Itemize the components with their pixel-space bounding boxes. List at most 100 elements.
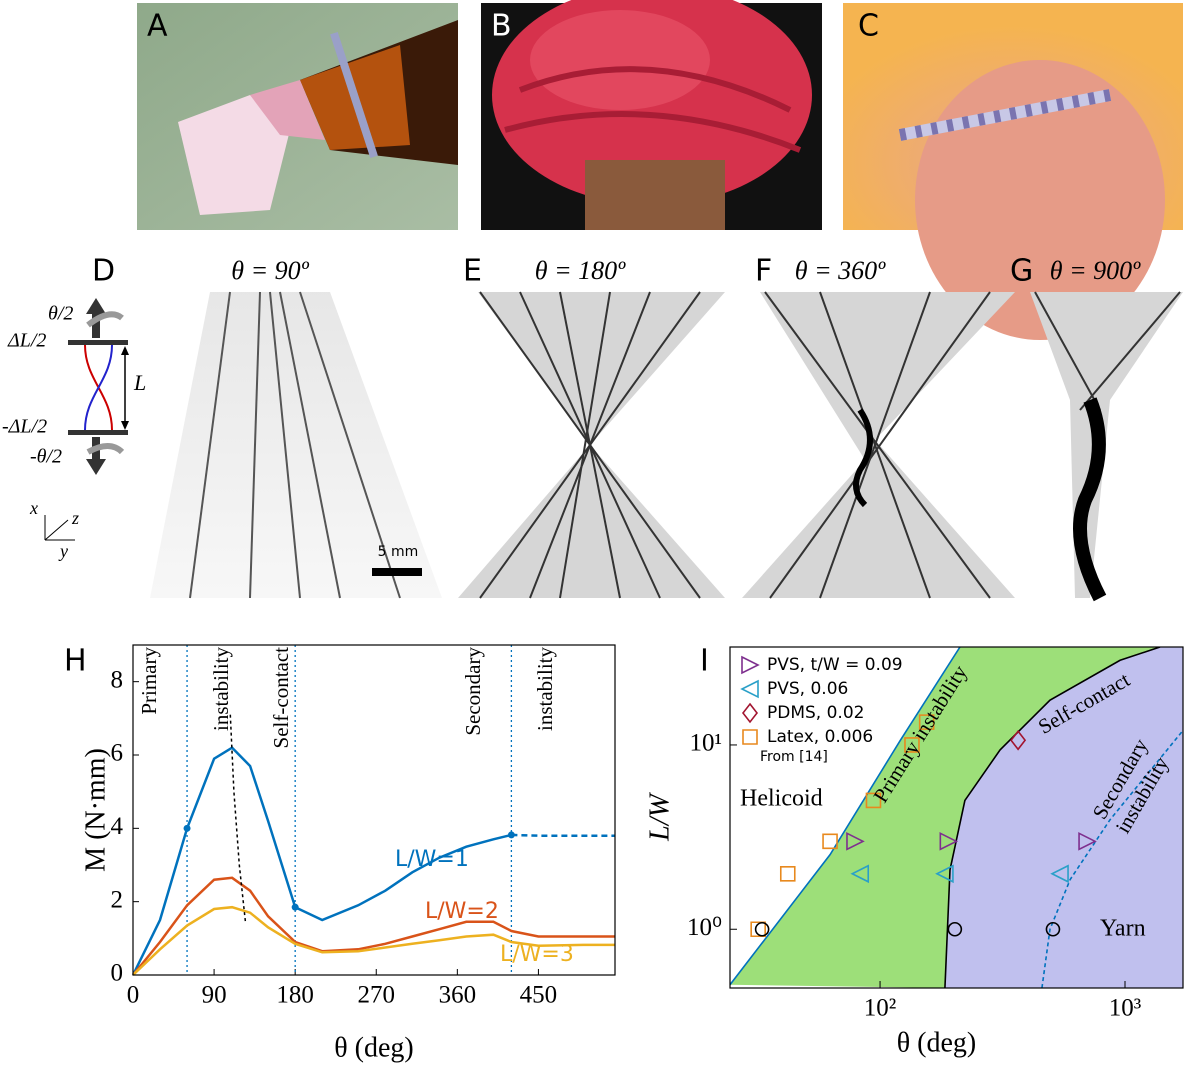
image-d	[150, 291, 442, 599]
annotation: Secondary	[461, 647, 485, 736]
boundary-line	[944, 647, 1161, 988]
y-axis-label: L/W	[644, 791, 675, 841]
point	[507, 831, 515, 839]
point	[822, 833, 838, 850]
boundary-line	[1041, 729, 1183, 988]
x-tick-label: 90	[202, 982, 227, 1009]
legend-marker	[742, 729, 758, 745]
diagram-label: L	[133, 370, 146, 395]
legend-label: PDMS, 0.02	[767, 703, 864, 723]
x-tick-label: 0	[127, 982, 140, 1009]
panel-label: F	[755, 254, 772, 289]
series-label: L/W=3	[500, 942, 574, 967]
point	[291, 903, 299, 911]
x-tick-label: 10³	[1109, 995, 1142, 1022]
line	[511, 833, 615, 837]
photo-c	[843, 3, 1183, 340]
image-e	[458, 291, 725, 599]
legend-label: Latex, 0.006	[767, 727, 873, 747]
point	[939, 832, 959, 851]
panel-label: B	[491, 9, 512, 44]
point	[183, 824, 191, 832]
point	[947, 921, 963, 937]
point	[850, 864, 870, 884]
legend-marker	[740, 679, 759, 699]
diagram-label: -θ/2	[30, 446, 62, 468]
series-label: L/W=2	[425, 899, 499, 924]
legend-label: PVS, 0.06	[767, 679, 848, 699]
point	[779, 865, 796, 882]
point	[1045, 921, 1061, 937]
y-tick-label: 6	[111, 740, 124, 767]
line	[132, 876, 615, 976]
ridge-line	[229, 714, 247, 924]
diagram-label: y	[58, 541, 68, 561]
plot-area	[730, 647, 1183, 988]
series-label: L/W=1	[395, 847, 469, 872]
y-tick-label: 10⁰	[687, 914, 722, 941]
point	[865, 792, 882, 809]
point	[754, 921, 770, 937]
x-tick-label: 360	[439, 982, 477, 1009]
annotation: instability	[209, 647, 233, 732]
panel-label: I	[700, 644, 709, 679]
panel-title: θ = 360º	[795, 256, 886, 285]
y-tick-label: 8	[111, 666, 124, 693]
point	[1078, 832, 1097, 851]
diagram-label: z	[71, 508, 79, 528]
region	[730, 647, 1161, 988]
annotation: instability	[533, 647, 557, 732]
panel-label: H	[64, 644, 87, 679]
y-tick-label: 2	[111, 886, 124, 913]
annotation: Self-contact	[269, 647, 293, 749]
y-tick-label: 0	[111, 960, 124, 987]
y-tick-label: 4	[111, 813, 124, 840]
line	[132, 905, 615, 976]
diagram-label: θ/2	[48, 303, 73, 325]
diagram-label: ΔL/2	[7, 330, 46, 352]
point	[935, 864, 954, 884]
panel-label: D	[92, 254, 115, 289]
schematic	[44, 298, 129, 541]
axes-frame	[729, 646, 1184, 989]
legend-label: From [14]	[760, 749, 828, 765]
x-tick-label: 10²	[864, 995, 897, 1022]
point	[904, 737, 920, 753]
diagram-label: x	[29, 498, 38, 518]
diagram-label: -ΔL/2	[2, 416, 47, 438]
image-f	[742, 291, 1015, 599]
point	[846, 832, 865, 851]
panel-title: θ = 900º	[1050, 256, 1141, 285]
legend-marker	[741, 702, 759, 724]
line	[131, 746, 512, 976]
photo-b	[481, 0, 822, 230]
panel-title: θ = 90º	[231, 256, 309, 285]
point	[918, 714, 935, 730]
panel-label: E	[463, 254, 482, 289]
region-label: Yarn	[1100, 916, 1146, 942]
boundary-line	[730, 647, 961, 986]
scale-bar-label: 5 mm	[378, 544, 419, 560]
point	[1010, 729, 1027, 751]
legend-marker	[741, 655, 760, 675]
region-label: Helicoid	[740, 786, 823, 812]
x-axis-label: θ (deg)	[897, 1027, 977, 1058]
image-g	[1030, 291, 1183, 602]
panel-label: G	[1010, 254, 1033, 289]
annotation: Primary	[137, 647, 161, 715]
y-axis-label: M (N·mm)	[80, 748, 111, 872]
x-axis-label: θ (deg)	[334, 1032, 414, 1063]
axes-frame	[132, 644, 616, 976]
panel-title: θ = 180º	[535, 256, 626, 285]
x-tick-label: 180	[276, 982, 314, 1009]
panel-label: C	[858, 9, 879, 44]
x-tick-label: 270	[358, 982, 396, 1009]
y-tick-label: 10¹	[690, 730, 723, 757]
region	[944, 647, 1183, 988]
photo-a	[137, 3, 458, 230]
legend-label: PVS, t/W = 0.09	[767, 655, 903, 675]
x-tick-label: 450	[520, 982, 558, 1009]
point	[1050, 864, 1069, 884]
panel-label: A	[147, 9, 168, 44]
